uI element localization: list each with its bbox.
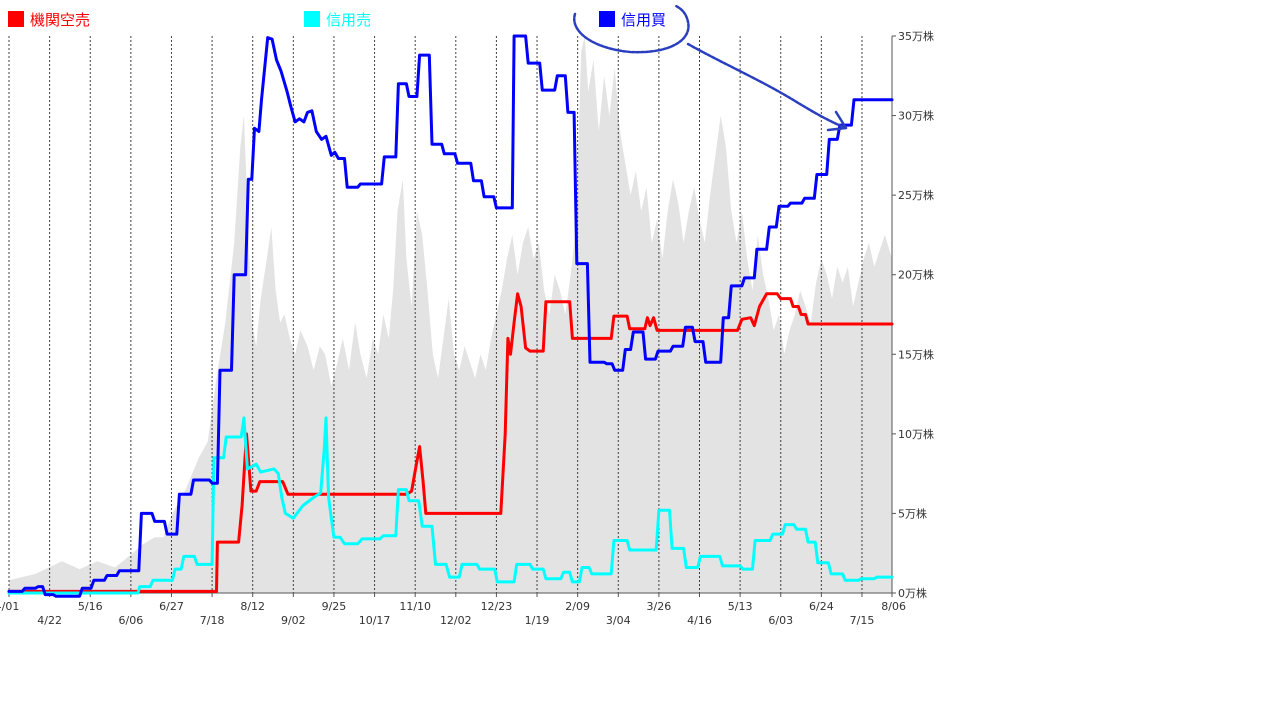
- y-tick-label-7: 35万株: [898, 29, 934, 43]
- y-tick-label-1: 5万株: [898, 506, 927, 520]
- x-tick-label-5: 7/18: [200, 614, 225, 627]
- legend-label-0: 機関空売: [30, 11, 90, 29]
- y-tick-label-4: 20万株: [898, 268, 934, 282]
- y-tick-label-2: 10万株: [898, 427, 934, 441]
- x-tick-label-12: 12/23: [481, 600, 513, 613]
- series-line-1: [7, 416, 894, 595]
- x-tick-label-20: 6/24: [809, 600, 834, 613]
- x-tick-label-7: 9/02: [281, 614, 306, 627]
- annotation-arrowhead: [826, 110, 848, 132]
- series-line-0: [7, 292, 894, 593]
- x-tick-label-17: 4/16: [687, 614, 712, 627]
- y-tick-label-0: 0万株: [898, 586, 927, 600]
- x-tick-label-6: 8/12: [240, 600, 265, 613]
- y-tick-label-6: 30万株: [898, 109, 934, 123]
- x-tick-label-3: 6/06: [119, 614, 144, 627]
- series-lines: [7, 34, 894, 598]
- annotation-arrow: [686, 42, 848, 130]
- vertical-gridlines: [8, 36, 893, 593]
- x-tick-label-15: 3/04: [606, 614, 631, 627]
- x-tick-label-18: 5/13: [728, 600, 753, 613]
- x-tick-label-22: 8/06: [881, 600, 906, 613]
- legend-swatch-0: [8, 11, 24, 27]
- legend-label-1: 信用売: [326, 11, 371, 29]
- x-tick-label-13: 1/19: [525, 614, 550, 627]
- x-tick-label-11: 12/02: [440, 614, 472, 627]
- x-tick-label-4: 6/27: [159, 600, 184, 613]
- x-tick-label-16: 3/26: [647, 600, 672, 613]
- x-tick-label-19: 6/03: [768, 614, 793, 627]
- legend-swatch-1: [304, 11, 320, 27]
- series-line-2: [7, 34, 894, 598]
- x-tick-label-0: 4/01: [0, 600, 19, 613]
- x-tick-label-10: 11/10: [399, 600, 431, 613]
- y-tick-label-3: 15万株: [898, 347, 934, 361]
- axes: 0万株 5万株 10万株 15万株 20万株 25万株 30万株 35万株 4/01 4/22 5/…: [0, 29, 934, 627]
- legend-label-2: 信用買: [621, 11, 666, 29]
- x-tick-label-14: 2/09: [565, 600, 590, 613]
- volume-area: [9, 36, 892, 593]
- hand-drawn-annotation: [573, 4, 848, 132]
- y-tick-label-5: 25万株: [898, 188, 934, 202]
- annotation-circle: [573, 4, 690, 54]
- x-tick-label-21: 7/15: [850, 614, 875, 627]
- x-tick-label-1: 4/22: [37, 614, 62, 627]
- x-tick-label-9: 10/17: [359, 614, 391, 627]
- x-tick-label-2: 5/16: [78, 600, 103, 613]
- x-tick-label-8: 9/25: [322, 600, 347, 613]
- legend: 機関空売 信用売 信用買: [8, 11, 666, 29]
- legend-swatch-2: [599, 11, 615, 27]
- volume-area-layer: [9, 36, 892, 593]
